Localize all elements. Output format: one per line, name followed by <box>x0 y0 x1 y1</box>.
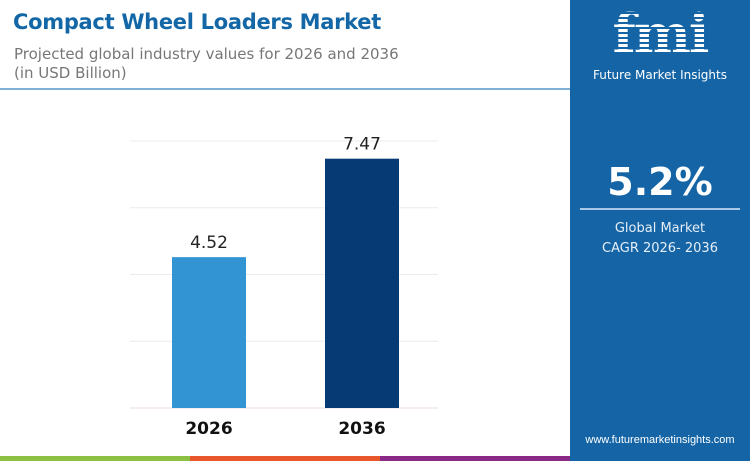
data-label: 7.47 <box>343 135 381 155</box>
cagr-label-line1: Global Market <box>614 221 706 236</box>
chart-subtitle: Projected global industry values for 202… <box>14 45 399 83</box>
unit-text: (in USD Billion) <box>14 64 127 82</box>
bar-2026 <box>172 257 246 408</box>
x-tick-label: 2026 <box>185 419 232 439</box>
data-label: 4.52 <box>190 233 228 253</box>
brand-name: Future Market Insights <box>592 68 727 82</box>
chart-title: Compact Wheel Loaders Market <box>13 10 381 34</box>
side-panel: fmi Future Market Insights 5.2% Global M… <box>570 0 750 461</box>
cagr-label-line2: CAGR 2026- 2036 <box>602 241 718 256</box>
subtitle-text: Projected global industry values for 202… <box>14 45 399 63</box>
cagr-value: 5.2% <box>607 160 713 204</box>
stripe-purple <box>380 456 570 461</box>
bar-2036 <box>325 158 399 408</box>
website-link[interactable]: www.futuremarketinsights.com <box>585 434 735 446</box>
stripe-orange <box>190 456 380 461</box>
bar-chart: 4.52 2026 7.47 2036 <box>130 135 438 439</box>
fmi-logo: fmi <box>570 4 750 64</box>
cagr-label: Global Market CAGR 2026- 2036 <box>570 219 750 259</box>
x-tick-label: 2036 <box>338 419 385 439</box>
header-divider <box>0 88 570 90</box>
cagr-divider <box>580 208 740 210</box>
stripe-green <box>0 456 190 461</box>
